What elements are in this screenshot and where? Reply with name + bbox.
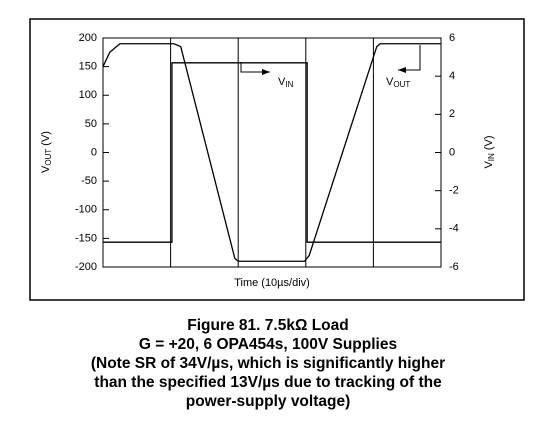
y-tick-label: 100 — [79, 89, 97, 101]
annotation-sub: IN — [285, 80, 293, 89]
arrow-head — [398, 67, 406, 73]
y-tick-label: 150 — [79, 61, 97, 73]
caption-line: Figure 81. 7.5kΩ Load — [187, 317, 348, 334]
y2-tick-label: -6 — [449, 261, 459, 273]
vin-annotation: VIN — [240, 62, 294, 89]
annotation: VIN — [278, 76, 294, 89]
caption-line: (Note SR of 34V/µs, which is significant… — [91, 355, 445, 372]
y-label-unit: (V) — [40, 131, 52, 149]
caption-line: G = +20, 6 OPA454s, 100V Supplies — [139, 336, 397, 353]
arrow-head — [262, 69, 270, 75]
y2-tick-label: 2 — [449, 108, 455, 120]
y2-axis-label: VIN (V) — [483, 135, 496, 168]
y-tick-label: 0 — [91, 146, 97, 158]
y-tick-label: 50 — [85, 118, 97, 130]
y2-label-unit: (V) — [483, 135, 495, 153]
x-axis-label: Time (10µs/div) — [234, 277, 310, 289]
vout-annotation: VOUT — [386, 45, 421, 89]
y-tick-label: -150 — [75, 232, 97, 244]
y-tick-label: -200 — [75, 261, 97, 273]
y2-tick-label: 0 — [449, 146, 455, 158]
plot-area — [102, 37, 442, 268]
y-tick-label: -100 — [75, 204, 97, 216]
y2-label-sub: IN — [487, 153, 496, 161]
y2-label-main: V — [483, 161, 495, 169]
annotation-line — [240, 62, 270, 73]
y-axis-label: VOUT (V) — [40, 131, 53, 173]
frame — [29, 18, 525, 301]
annotation-main: V — [278, 76, 286, 88]
annotation-main: V — [386, 76, 394, 88]
y-tick-label: -50 — [81, 175, 97, 187]
annotation-sub: OUT — [393, 80, 410, 89]
series-line — [102, 43, 441, 262]
caption-line: power-supply voltage) — [186, 393, 351, 410]
y2-tick-label: 4 — [449, 70, 455, 82]
annotation-line — [398, 45, 421, 71]
annotation: VOUT — [386, 76, 410, 89]
y-label-main: V — [40, 165, 52, 173]
y2-tick-label: -4 — [449, 223, 459, 235]
y-label-sub: OUT — [44, 149, 53, 166]
y2-tick-label: -2 — [449, 185, 459, 197]
y2-tick-label: 6 — [449, 32, 455, 44]
y-tick-label: 200 — [79, 32, 97, 44]
caption-line: than the specified 13V/µs due to trackin… — [94, 374, 442, 391]
series-line — [103, 62, 441, 243]
